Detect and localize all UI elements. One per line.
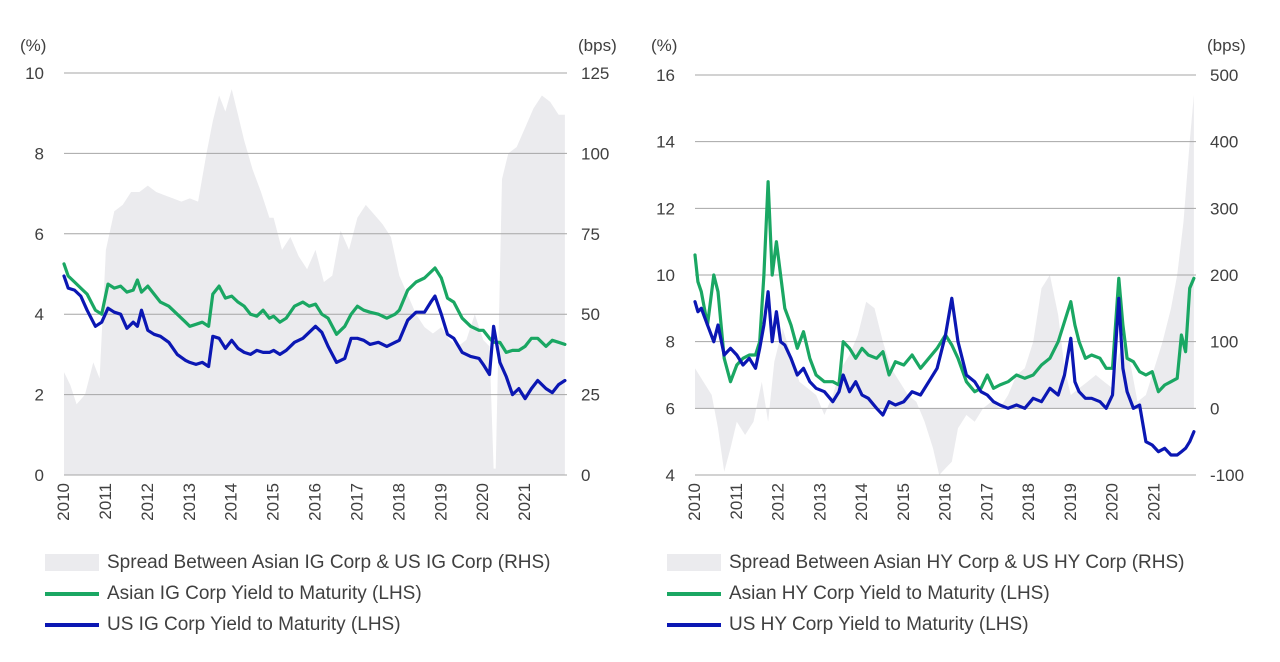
- x-tick-label: 2020: [473, 483, 492, 521]
- y-right-tick-label: 400: [1210, 133, 1238, 152]
- legend-item-asian-hy-yield: Asian HY Corp Yield to Maturity (LHS): [667, 578, 1185, 609]
- left-chart-left-unit: (%): [20, 36, 46, 55]
- x-tick-label: 2014: [852, 483, 871, 521]
- y-left-tick-label: 6: [35, 225, 44, 244]
- legend-label: Asian HY Corp Yield to Maturity (LHS): [729, 582, 1050, 604]
- x-tick-label: 2011: [96, 483, 115, 520]
- y-right-tick-label: 200: [1210, 266, 1238, 285]
- asian-line-swatch: [667, 591, 721, 596]
- legend-label: Asian IG Corp Yield to Maturity (LHS): [107, 582, 422, 604]
- us-line-swatch: [45, 622, 99, 627]
- y-right-tick-label: 300: [1210, 199, 1238, 218]
- us-line-swatch: [667, 622, 721, 627]
- legend-item-asian-ig-spread: Spread Between Asian IG Corp & US IG Cor…: [45, 547, 551, 578]
- us-yield-line: [693, 290, 1196, 457]
- legend-item-us-ig-yield: US IG Corp Yield to Maturity (LHS): [45, 609, 551, 640]
- legend-label: Spread Between Asian IG Corp & US IG Cor…: [107, 551, 551, 573]
- right-chart-right-unit: (bps): [1207, 36, 1246, 55]
- x-tick-label: 2019: [431, 483, 450, 521]
- x-tick-label: 2020: [1103, 483, 1122, 521]
- right-chart-left-unit: (%): [651, 36, 677, 55]
- y-left-tick-label: 14: [656, 133, 675, 152]
- right-chart-right-axis-ticks: -100 0 100 200 300 400 500: [1210, 66, 1244, 485]
- spread-area-swatch: [45, 554, 99, 571]
- right-chart-legend: Spread Between Asian HY Corp & US HY Cor…: [667, 547, 1185, 640]
- asian-yield-line: [693, 180, 1196, 394]
- legend-label: US IG Corp Yield to Maturity (LHS): [107, 613, 401, 635]
- us-yield-line: [62, 274, 567, 401]
- left-chart-right-axis-ticks: 0 25 50 75 100 125: [581, 64, 609, 485]
- x-tick-label: 2018: [1019, 483, 1038, 521]
- left-chart-x-axis-ticks: 2010 2011 2012 2013 2014 2015 2016 2017 2018 2019…: [54, 474, 567, 521]
- x-tick-label: 2016: [936, 483, 955, 521]
- y-left-tick-label: 4: [666, 466, 675, 485]
- y-left-tick-label: 10: [25, 64, 44, 83]
- y-left-tick-label: 12: [656, 199, 675, 218]
- left-chart-legend: Spread Between Asian IG Corp & US IG Cor…: [45, 547, 551, 640]
- legend-item-us-hy-yield: US HY Corp Yield to Maturity (LHS): [667, 609, 1185, 640]
- legend-label: US HY Corp Yield to Maturity (LHS): [729, 613, 1029, 635]
- right-chart-left-axis-ticks: 4 6 8 10 12 14 16: [656, 66, 675, 485]
- x-tick-label: 2013: [180, 483, 199, 521]
- x-tick-label: 2021: [515, 483, 534, 521]
- x-tick-label: 2013: [810, 483, 829, 521]
- left-chart: (%) (bps) 0 2 4 6 8 10 0 25 50 75 100 125 2010 2011…: [20, 36, 617, 521]
- y-left-tick-label: 2: [35, 386, 44, 405]
- x-tick-label: 2014: [222, 483, 241, 521]
- legend-item-asian-hy-spread: Spread Between Asian HY Corp & US HY Cor…: [667, 547, 1185, 578]
- x-tick-label: 2017: [347, 483, 366, 521]
- y-left-tick-label: 10: [656, 266, 675, 285]
- x-tick-label: 2021: [1144, 483, 1163, 521]
- y-right-tick-label: 75: [581, 225, 600, 244]
- left-chart-spread-area-layer: [64, 89, 565, 475]
- x-tick-label: 2012: [138, 483, 157, 521]
- y-right-tick-label: 50: [581, 305, 600, 324]
- y-left-tick-label: 4: [35, 305, 44, 324]
- legend-label: Spread Between Asian HY Corp & US HY Cor…: [729, 551, 1185, 573]
- x-tick-label: 2015: [264, 483, 283, 521]
- y-left-tick-label: 0: [35, 466, 44, 485]
- spread-area-swatch: [667, 554, 721, 571]
- y-right-tick-label: 125: [581, 64, 609, 83]
- legend-item-asian-ig-yield: Asian IG Corp Yield to Maturity (LHS): [45, 578, 551, 609]
- y-right-tick-label: 25: [581, 386, 600, 405]
- left-chart-lines-layer: [62, 262, 567, 401]
- right-chart: (%) (bps) 4 6 8 10 12 14 16 -100 0 100 200 300 400 5…: [651, 36, 1246, 521]
- y-left-tick-label: 16: [656, 66, 675, 85]
- x-tick-label: 2010: [685, 483, 704, 521]
- x-tick-label: 2012: [769, 483, 788, 521]
- y-right-tick-label: 0: [1210, 399, 1219, 418]
- x-tick-label: 2018: [389, 483, 408, 521]
- y-left-tick-label: 8: [666, 333, 675, 352]
- y-right-tick-label: 100: [581, 144, 609, 163]
- y-left-tick-label: 8: [35, 144, 44, 163]
- x-tick-label: 2015: [894, 483, 913, 521]
- y-right-tick-label: -100: [1210, 466, 1244, 485]
- y-left-tick-label: 6: [666, 399, 675, 418]
- left-chart-right-unit: (bps): [578, 36, 617, 55]
- x-tick-label: 2019: [1061, 483, 1080, 521]
- x-tick-label: 2011: [727, 483, 746, 520]
- y-right-tick-label: 500: [1210, 66, 1238, 85]
- right-chart-x-axis-ticks: 2010 2011 2012 2013 2014 2015 2016 2017 2018 2019…: [685, 474, 1196, 521]
- y-right-tick-label: 0: [581, 466, 590, 485]
- x-tick-label: 2016: [306, 483, 325, 521]
- asian-line-swatch: [45, 591, 99, 596]
- right-chart-lines-layer: [693, 180, 1196, 457]
- x-tick-label: 2017: [977, 483, 996, 521]
- asian-yield-line: [62, 262, 567, 354]
- x-tick-label: 2010: [54, 483, 73, 521]
- spread-area: [64, 89, 565, 475]
- y-right-tick-label: 100: [1210, 333, 1238, 352]
- left-chart-left-axis-ticks: 0 2 4 6 8 10: [25, 64, 44, 485]
